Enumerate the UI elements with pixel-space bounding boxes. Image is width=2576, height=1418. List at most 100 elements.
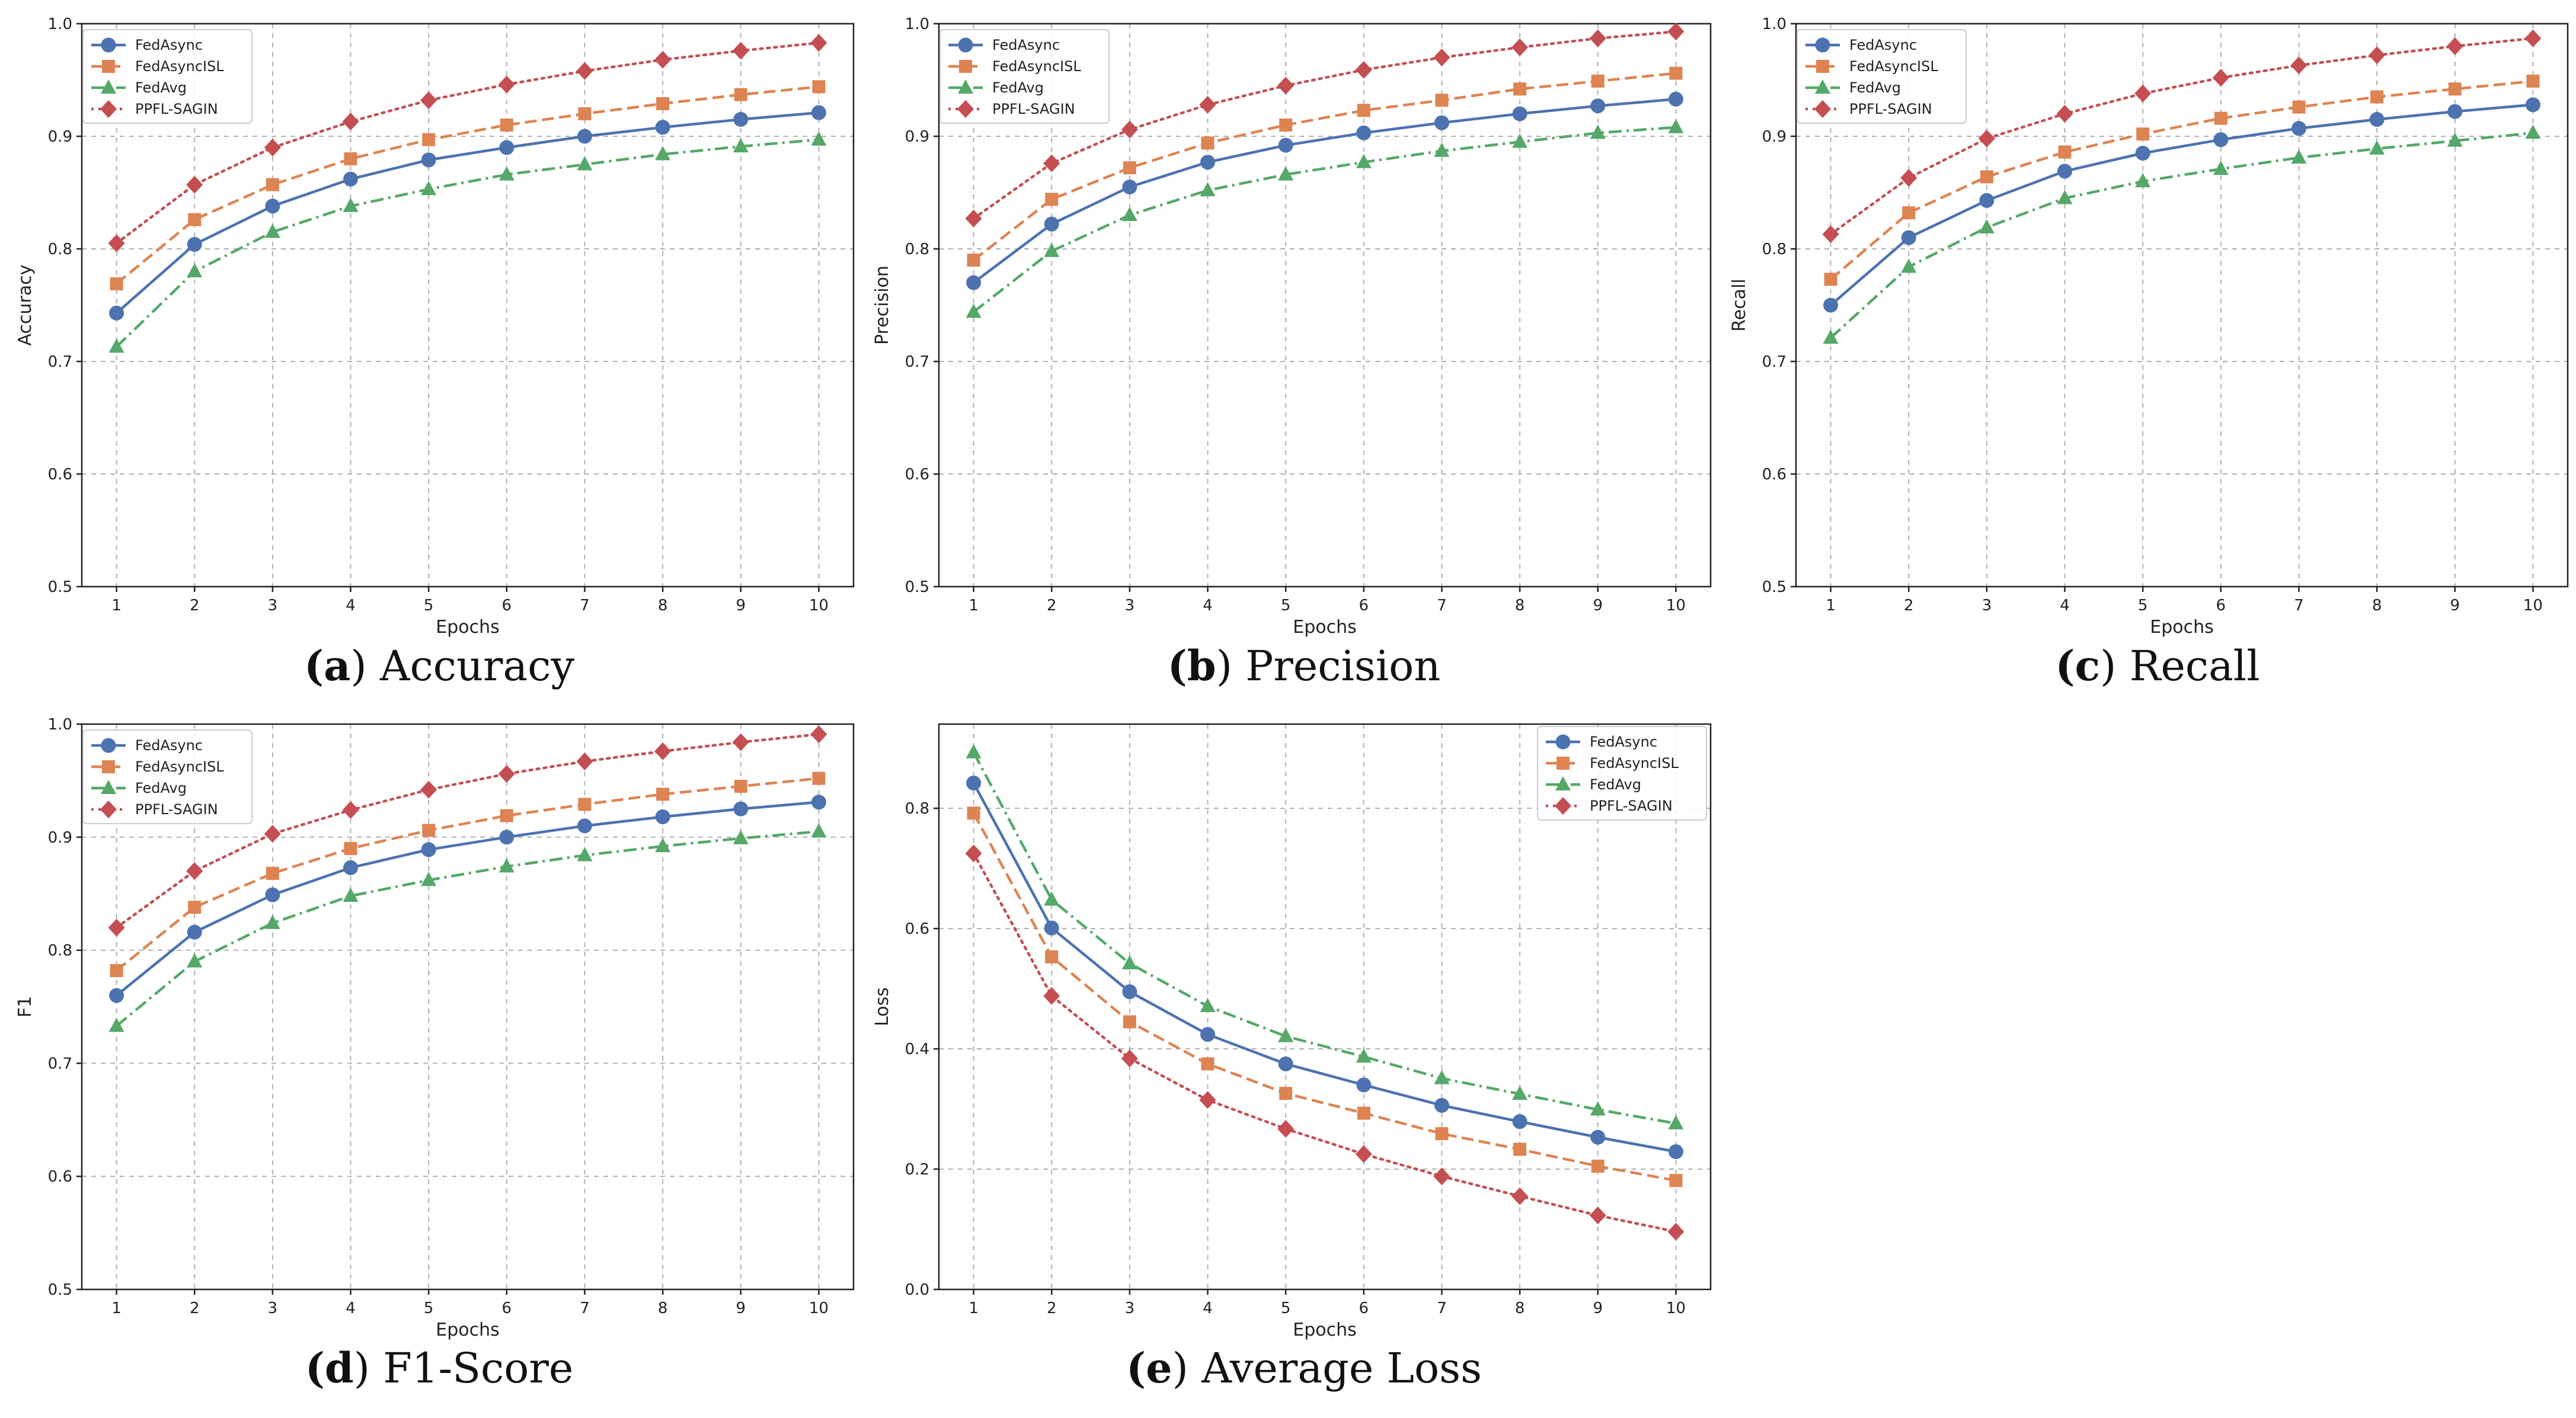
data-point	[577, 847, 593, 862]
series-fedavg	[1823, 124, 2541, 344]
chart-a: 1 2 3 4 5 6 7 8 9 10 0.5 0.6 0.7 0.8 0.9 1.0 Epochs Accur…	[15, 15, 855, 690]
y-tick-label: 0.5	[905, 578, 929, 596]
legend-label: FedAsyncISL	[1849, 58, 1938, 75]
y-tick-label: 0.0	[905, 1281, 929, 1299]
series-fedasyncisl	[967, 66, 1683, 267]
x-tick-label: 8	[658, 1299, 668, 1317]
data-point	[1669, 66, 1683, 80]
x-tick-label: 6	[502, 1299, 512, 1317]
x-tick-label: 5	[424, 1299, 434, 1317]
data-point	[1433, 49, 1450, 66]
data-point	[2448, 82, 2462, 96]
x-tick-label: 3	[1125, 597, 1135, 614]
data-point	[2446, 37, 2463, 55]
x-tick-label: 2	[1047, 597, 1057, 614]
data-point	[1200, 1027, 1216, 1042]
y-tick-label: 0.7	[905, 353, 929, 371]
data-point	[2447, 104, 2463, 119]
subfigure-caption: (c) Recall	[2055, 641, 2259, 690]
caption-title: F1-Score	[383, 1344, 573, 1393]
data-point	[655, 809, 670, 824]
data-point	[1669, 1174, 1683, 1187]
y-tick-label: 0.8	[48, 942, 72, 960]
series-line	[116, 777, 819, 972]
legend-marker	[100, 100, 117, 118]
data-point	[1279, 1087, 1293, 1100]
data-point	[811, 823, 827, 838]
data-point	[734, 779, 747, 793]
x-tick-label: 6	[502, 597, 512, 614]
caption-letter: a	[324, 641, 350, 690]
data-point	[2292, 100, 2306, 114]
x-tick-label: 3	[268, 597, 278, 614]
y-tick-label: 0.6	[905, 466, 929, 484]
data-point	[2214, 111, 2227, 125]
x-tick-label: 1	[969, 1299, 979, 1317]
data-point	[265, 199, 280, 214]
series-ppfl-sagin	[965, 844, 1685, 1241]
legend-marker	[1555, 797, 1571, 815]
data-point	[1199, 95, 1216, 114]
y-tick-label: 1.0	[905, 15, 929, 33]
y-tick-label: 0.8	[905, 800, 929, 818]
series-fedavg	[108, 131, 827, 353]
caption-title: Precision	[1245, 642, 1440, 690]
data-point	[1200, 155, 1216, 170]
series-line	[115, 732, 820, 929]
data-point	[1433, 1167, 1450, 1186]
y-tick-label: 0.8	[48, 241, 72, 258]
data-point	[1591, 74, 1605, 88]
caption-letter: (	[1126, 1343, 1146, 1393]
y-axis-label: Loss	[872, 987, 893, 1026]
series-line	[116, 801, 819, 997]
axes-frame	[938, 23, 1712, 588]
legend-marker	[958, 37, 973, 53]
legend-marker	[101, 37, 116, 53]
data-point	[2136, 127, 2150, 141]
data-point	[1667, 23, 1685, 41]
series-line	[116, 830, 819, 1028]
x-axis-label: Epochs	[1293, 1320, 1357, 1340]
data-point	[656, 788, 670, 801]
data-point	[1357, 1106, 1370, 1120]
data-point	[966, 775, 982, 790]
legend-box	[1537, 726, 1707, 821]
legend-label: FedAvg	[135, 79, 187, 96]
axes-frame	[938, 723, 1712, 1291]
data-point	[343, 860, 359, 875]
data-point	[188, 213, 202, 226]
series-fedasync	[966, 91, 1683, 290]
legend-marker	[1555, 734, 1571, 750]
data-point	[1512, 1086, 1528, 1100]
data-point	[342, 113, 359, 131]
data-point	[2057, 164, 2073, 179]
y-tick-label: 0.8	[1762, 241, 1786, 258]
x-tick-label: 8	[658, 597, 668, 614]
data-point	[966, 744, 982, 758]
data-point	[1901, 258, 1917, 273]
data-point	[2369, 140, 2385, 155]
data-point	[1121, 955, 1137, 969]
data-point	[1279, 119, 1293, 132]
x-tick-label: 6	[1359, 1299, 1369, 1317]
data-point	[1199, 1091, 1216, 1109]
data-point	[1823, 297, 1839, 313]
legend: FedAsync FedAsyncISL FedAvg PPFL-SAGIN	[82, 729, 253, 824]
data-point	[732, 41, 749, 60]
data-point	[966, 303, 982, 318]
data-point	[812, 80, 826, 94]
y-tick-label: 0.7	[48, 353, 72, 371]
caption-letter: (	[304, 641, 324, 690]
x-tick-label: 8	[1515, 597, 1525, 614]
data-point	[265, 887, 280, 902]
data-point	[1513, 82, 1527, 96]
chart-e: 1 2 3 4 5 6 7 8 9 10 0.0 0.2 0.4 0.6 0.8 Epochs Loss FedA…	[872, 723, 1712, 1393]
data-point	[655, 838, 671, 853]
y-tick-label: 0.5	[48, 1281, 72, 1299]
series-line	[115, 41, 820, 245]
x-axis-label: Epochs	[436, 1320, 500, 1340]
y-axis-label: Accuracy	[15, 265, 36, 346]
legend-marker	[101, 79, 116, 94]
data-point	[108, 1017, 124, 1032]
